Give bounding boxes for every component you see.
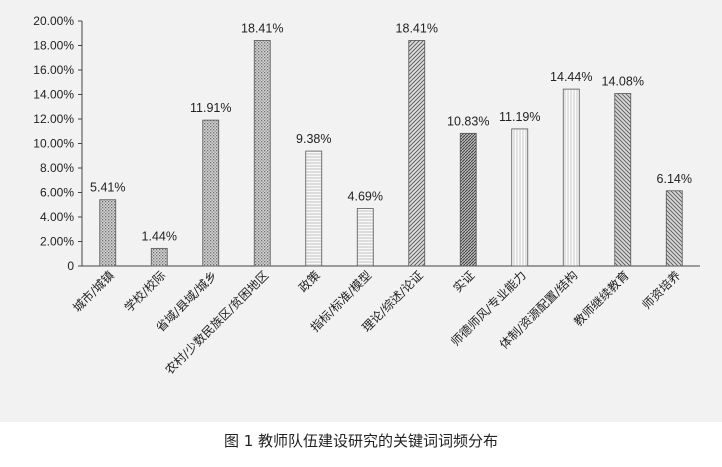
x-tick-label: 城市/城镇 — [69, 268, 116, 315]
bar-chart: 0 2.00% 4.00% 6.00% 8.00% 10.00% 12.00% 14.00% 1… — [33, 14, 700, 377]
y-tick-label: 10.00% — [33, 137, 74, 151]
data-label: 14.08% — [602, 75, 644, 89]
bar — [562, 88, 580, 267]
data-label: 6.14% — [657, 172, 692, 186]
plot-panel: 0 2.00% 4.00% 6.00% 8.00% 10.00% 12.00% 14.00% 1… — [0, 0, 722, 422]
y-tick-label: 18.00% — [33, 39, 74, 53]
x-tick-label: 农村/少数民族区/贫困地区 — [162, 268, 272, 378]
y-tick-label: 2.00% — [40, 235, 74, 249]
y-tick-label: 0 — [67, 259, 74, 273]
x-tick-label: 师资培养 — [639, 268, 684, 313]
data-label: 11.91% — [190, 101, 231, 115]
bar — [150, 247, 168, 267]
bar — [665, 190, 683, 267]
bar — [305, 150, 323, 267]
data-label: 9.38% — [296, 132, 331, 146]
axis-layer: 0 2.00% 4.00% 6.00% 8.00% 10.00% 12.00% 14.00% 1… — [33, 14, 700, 273]
data-label: 11.19% — [499, 110, 540, 124]
data-label: 1.44% — [142, 229, 177, 243]
data-label: 5.41% — [90, 181, 125, 195]
x-tick-label: 教师继续教育 — [570, 268, 632, 330]
y-tick-label: 12.00% — [33, 112, 74, 126]
y-tick-label: 16.00% — [33, 63, 74, 77]
bar — [356, 208, 374, 267]
data-label: 10.83% — [447, 114, 489, 128]
bar — [511, 128, 529, 267]
y-tick-label: 20.00% — [33, 14, 74, 28]
label-layer: 5.41%城市/城镇1.44%学校/校际11.91%省域/县域/城乡18.41%… — [69, 21, 692, 377]
data-label: 4.69% — [348, 190, 383, 204]
data-label: 14.44% — [550, 70, 592, 84]
x-tick-label: 学校/校际 — [121, 268, 168, 315]
data-label: 18.41% — [241, 21, 283, 35]
x-tick-label: 政策 — [296, 268, 323, 295]
bar — [202, 119, 220, 267]
y-tick-label: 14.00% — [33, 88, 74, 102]
figure-caption: 图 1 教师队伍建设研究的关键词词频分布 — [223, 432, 499, 450]
data-label: 18.41% — [396, 21, 438, 35]
bar — [253, 40, 271, 267]
bar — [99, 199, 117, 267]
x-tick-label: 实证 — [450, 268, 478, 296]
y-tick-label: 8.00% — [40, 161, 74, 175]
bar-layer — [99, 40, 683, 267]
y-tick-label: 6.00% — [40, 186, 74, 200]
bar — [459, 132, 477, 267]
bar — [408, 40, 426, 267]
bar — [614, 93, 632, 267]
y-tick-label: 4.00% — [40, 210, 74, 224]
